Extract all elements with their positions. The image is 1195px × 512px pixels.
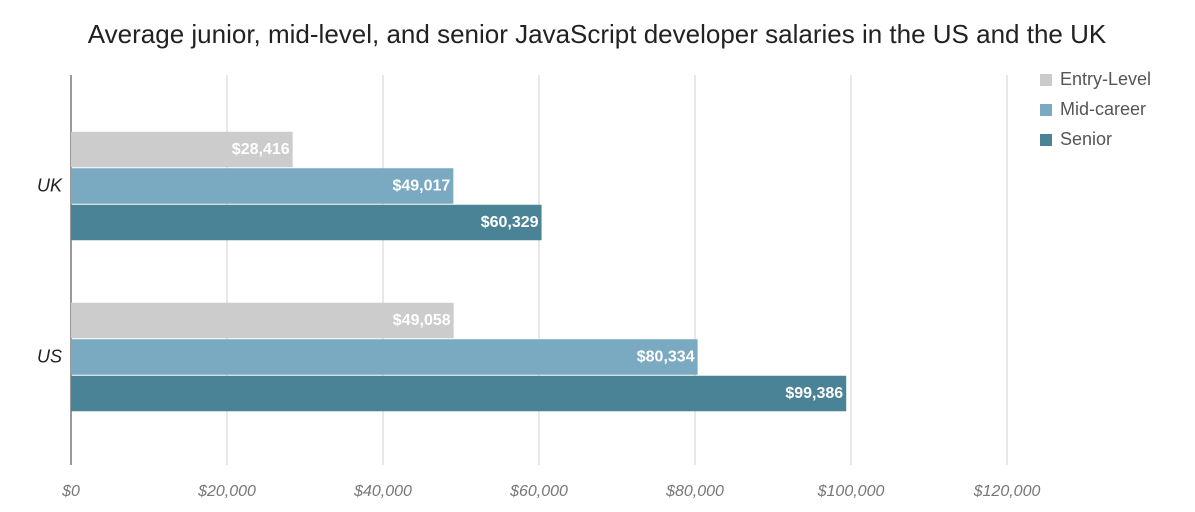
legend-label: Entry-Level bbox=[1060, 69, 1151, 89]
x-tick-label: $60,000 bbox=[509, 483, 568, 500]
x-tick-label: $20,000 bbox=[197, 483, 256, 500]
y-tick-label: UK bbox=[37, 175, 63, 195]
x-tick-label: $40,000 bbox=[353, 483, 412, 500]
legend-swatch bbox=[1040, 104, 1052, 116]
value-label: $49,058 bbox=[393, 312, 451, 329]
legend-label: Mid-career bbox=[1060, 99, 1146, 119]
bar bbox=[71, 302, 454, 339]
legend-swatch bbox=[1040, 74, 1052, 86]
chart-title: Average junior, mid-level, and senior Ja… bbox=[88, 19, 1107, 49]
x-tick-label: $100,000 bbox=[817, 483, 885, 500]
legend-label: Senior bbox=[1060, 129, 1112, 149]
x-tick-label: $0 bbox=[61, 483, 80, 500]
bar bbox=[71, 375, 847, 412]
x-tick-label: $80,000 bbox=[665, 483, 724, 500]
value-label: $60,329 bbox=[481, 214, 539, 231]
value-label: $99,386 bbox=[785, 385, 843, 402]
y-tick-label: US bbox=[37, 346, 62, 366]
bar bbox=[71, 131, 293, 168]
bar bbox=[71, 168, 454, 204]
value-label: $28,416 bbox=[232, 141, 290, 158]
legend-swatch bbox=[1040, 134, 1052, 146]
value-label: $80,334 bbox=[637, 349, 695, 366]
bar bbox=[71, 204, 542, 241]
x-tick-label: $120,000 bbox=[973, 483, 1041, 500]
value-label: $49,017 bbox=[392, 178, 450, 195]
bar bbox=[71, 339, 698, 375]
